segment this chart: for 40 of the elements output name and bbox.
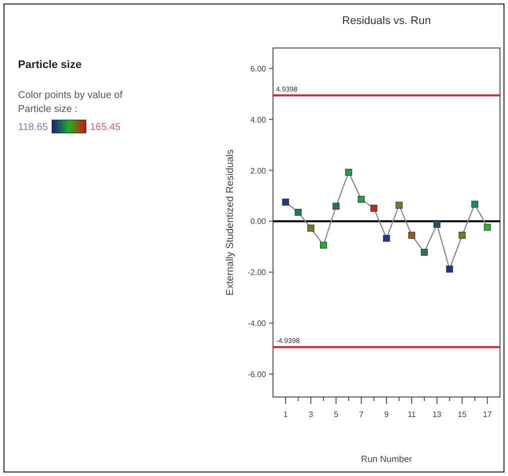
x-tick-label: 1: [283, 410, 288, 419]
text: Particle size: [18, 59, 82, 71]
chart-title: Residuals vs. Run: [342, 15, 431, 27]
y-axis-title: Externally Studentized Residuals: [225, 149, 236, 296]
x-tick-label: 9: [384, 410, 390, 419]
point: [433, 220, 440, 228]
point: [383, 234, 390, 242]
y-tick-label: 6.00: [250, 64, 267, 74]
point: [408, 232, 416, 239]
point: [484, 224, 491, 231]
point: [458, 232, 466, 239]
point: [446, 266, 454, 273]
y-tick-label: 0.00: [250, 217, 267, 226]
y-tick-label: -6.00: [248, 370, 267, 380]
y-tick-label: -2.00: [248, 268, 267, 278]
point: [358, 196, 365, 203]
y-tick-label: 2.00: [250, 166, 267, 176]
point: [307, 224, 314, 232]
x-tick-label: 5: [334, 410, 339, 419]
text: 165.45: [90, 122, 122, 133]
x-tick-label: 13: [432, 410, 442, 419]
y-tick-label: -4.00: [248, 319, 267, 328]
text: Color points by value of Particle size :: [18, 90, 123, 115]
point: [471, 200, 478, 208]
x-tick-label: 3: [308, 410, 314, 419]
x-axis-title: Run Number: [360, 454, 412, 464]
point: [370, 204, 378, 212]
point: [396, 202, 403, 209]
x-tick-label: 11: [408, 410, 416, 419]
point: [320, 242, 327, 249]
x-tick-label: 7: [359, 410, 364, 419]
point: [282, 198, 290, 206]
x-tick-label: 17: [482, 410, 492, 419]
point: [345, 168, 352, 176]
x-tick-label: 15: [458, 410, 468, 419]
point: [294, 208, 302, 216]
point: [332, 202, 340, 210]
point: [420, 248, 428, 256]
text: 118.65: [18, 122, 48, 133]
y-tick-label: 4.00: [250, 115, 267, 124]
